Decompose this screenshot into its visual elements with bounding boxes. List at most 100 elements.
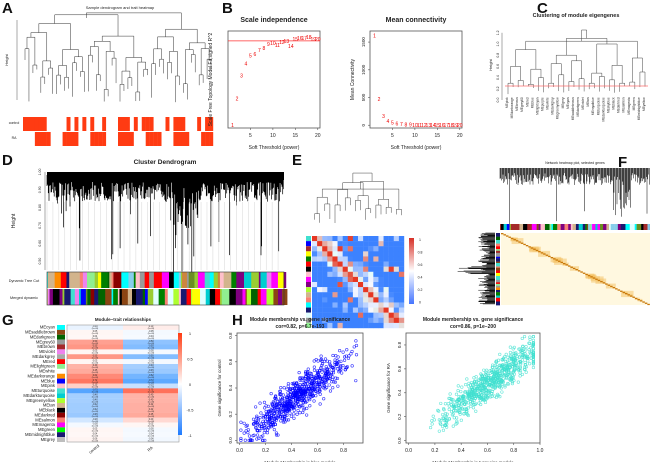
heatmap-cell xyxy=(363,266,369,272)
cell-pvalue: (1e-03) xyxy=(92,333,99,335)
heatmap-cell xyxy=(373,266,379,272)
data-point xyxy=(352,345,356,349)
module-color-cell xyxy=(101,272,108,288)
row-label: MEdarkorange xyxy=(28,373,56,378)
cell-pvalue: (1e-03) xyxy=(92,401,99,403)
data-point xyxy=(499,380,503,384)
cell-value: -0.05 xyxy=(92,424,98,426)
data-point-label: 2 xyxy=(236,96,239,102)
leaf-label: MEtan xyxy=(586,97,590,106)
data-point xyxy=(531,365,536,370)
cell-pvalue: (1e-03) xyxy=(148,357,155,359)
heatmap-diagonal xyxy=(558,260,561,262)
data-point xyxy=(257,436,261,440)
leaf-label: MEskyblue xyxy=(606,97,610,113)
data-point xyxy=(306,387,311,391)
data-point xyxy=(344,354,348,358)
module-color-cell xyxy=(647,224,650,230)
data-point xyxy=(522,334,527,339)
dendrogram-branch xyxy=(125,57,143,72)
heatmap-cell xyxy=(327,282,333,288)
data-point xyxy=(528,337,532,341)
heatmap-cell xyxy=(317,251,323,257)
data-point xyxy=(451,398,455,402)
module-color-cell xyxy=(306,236,311,242)
module-color-cell xyxy=(549,224,552,230)
module-color-cell xyxy=(49,289,54,305)
data-point xyxy=(239,438,243,442)
heatmap-diagonal xyxy=(582,272,586,274)
data-point xyxy=(261,420,265,424)
dendrogram-branch xyxy=(510,66,521,84)
cell-pvalue: (1e-03) xyxy=(148,392,155,394)
data-point xyxy=(466,394,471,398)
heatmap-cell xyxy=(123,412,179,418)
heatmap-cell xyxy=(368,251,374,257)
data-point xyxy=(452,409,456,413)
data-point xyxy=(460,385,464,389)
module-color-swatch xyxy=(57,437,65,442)
color-legend xyxy=(178,333,182,435)
module-color-cell xyxy=(48,272,55,288)
data-point xyxy=(503,373,508,377)
data-point xyxy=(445,412,449,416)
data-point xyxy=(278,392,283,396)
dendrogram-branch xyxy=(38,23,71,50)
heatmap-cell xyxy=(373,276,379,283)
data-point-label: 3 xyxy=(382,114,385,120)
dendrogram-top xyxy=(47,172,284,180)
trait-label: RA xyxy=(12,136,18,140)
module-color-cell xyxy=(589,224,592,230)
heatmap-cell xyxy=(398,246,405,252)
module-color-cell xyxy=(306,292,311,298)
heatmap-diagonal xyxy=(513,239,516,241)
data-point xyxy=(451,412,455,416)
data-point xyxy=(510,380,515,384)
cell-value: -0.05 xyxy=(148,360,154,362)
data-point xyxy=(461,395,465,399)
trait-cell xyxy=(149,132,154,146)
legend-tick-label: 0.2 xyxy=(418,288,423,292)
module-color-cell xyxy=(62,289,65,305)
heatmap-cell xyxy=(337,261,343,267)
heatmap-cell xyxy=(352,271,359,278)
module-color-cell xyxy=(523,224,528,230)
heatmap-cell xyxy=(347,256,354,262)
cell-value: -0.40 xyxy=(92,399,98,401)
heatmap-diagonal xyxy=(563,263,566,265)
module-color-cell xyxy=(585,224,588,230)
data-point xyxy=(503,383,507,388)
module-color-swatch xyxy=(57,388,65,394)
data-point xyxy=(246,431,250,435)
module-color-cell xyxy=(544,224,550,230)
data-point xyxy=(528,335,532,339)
leaf-label: MEgrey60 xyxy=(520,97,524,112)
heatmap-cell xyxy=(327,287,333,293)
heatmap-cell xyxy=(332,276,338,283)
heatmap-cell xyxy=(373,271,379,278)
heatmap-diagonal xyxy=(548,255,551,258)
data-point xyxy=(431,414,435,418)
panel-label-g: G xyxy=(2,312,14,329)
data-point xyxy=(317,375,321,380)
data-point xyxy=(311,388,315,392)
heatmap-cell xyxy=(352,236,359,242)
module-color-cell xyxy=(519,224,524,230)
data-point xyxy=(527,347,531,352)
module-color-cell xyxy=(121,289,129,305)
heatmap-cell xyxy=(67,344,123,350)
data-point xyxy=(249,438,253,442)
heatmap-cell xyxy=(373,241,379,247)
module-color-cell xyxy=(277,272,284,288)
leaf-label: MEsaddlebrown xyxy=(571,97,575,120)
heatmap-cell xyxy=(383,256,389,262)
heatmap-diagonal xyxy=(515,240,519,242)
data-point xyxy=(472,379,477,383)
heatmap-cell xyxy=(317,312,323,318)
heatmap-cell xyxy=(388,271,394,278)
module-color-cell xyxy=(564,224,569,230)
dendrogram-branch xyxy=(56,74,61,94)
module-color-swatch xyxy=(57,334,65,340)
data-point-label: 9 xyxy=(267,42,270,48)
data-point xyxy=(329,371,334,375)
